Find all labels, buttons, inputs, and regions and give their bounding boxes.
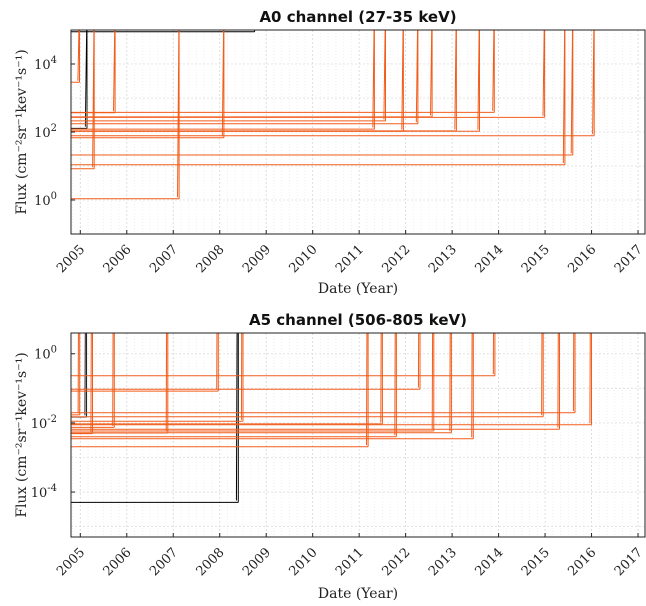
series-outlier-points	[71, 30, 256, 33]
x-tick-label: 2006	[101, 242, 135, 276]
x-tick-label: 2016	[565, 545, 599, 579]
plot-area	[71, 333, 645, 537]
y-tick-label: 100	[34, 345, 57, 363]
x-tick-label: 2006	[101, 545, 135, 579]
event-cluster-orange	[71, 30, 495, 113]
event-cluster-orange	[71, 333, 397, 438]
data-points	[71, 30, 595, 200]
event-cluster-orange	[71, 30, 566, 166]
y-tick-label: 10-2	[31, 414, 57, 432]
event-cluster-orange	[71, 333, 560, 430]
event-cluster-orange	[71, 30, 595, 137]
x-tick-label: 2011	[333, 242, 367, 276]
event-cluster-orange	[71, 30, 480, 132]
event-cluster-orange	[71, 30, 80, 83]
x-tick-label: 2014	[472, 242, 506, 276]
event-cluster-orange	[71, 333, 496, 377]
x-tick-label: 2005	[54, 545, 88, 579]
event-cluster-orange	[71, 333, 474, 440]
event-cluster-orange	[71, 333, 369, 448]
event-cluster-orange	[71, 333, 93, 435]
chart-title: A0 channel (27-35 keV)	[259, 8, 456, 26]
x-tick-label: 2007	[147, 545, 181, 579]
grid-lines	[71, 333, 645, 537]
event-cluster-orange	[71, 30, 546, 118]
y-tick-label: 102	[34, 123, 57, 141]
event-cluster-orange	[71, 30, 574, 156]
x-tick-label: 2012	[379, 545, 413, 579]
y-axis-label: Flux (cm⁻²sr⁻¹kev⁻¹s⁻¹)	[14, 49, 30, 214]
series-outlier-points	[71, 333, 239, 503]
x-tick-label: 2012	[379, 242, 413, 276]
event-cluster-orange	[71, 333, 576, 414]
event-cluster-orange	[71, 333, 383, 425]
event-cluster-orange	[71, 30, 225, 139]
x-tick-label: 2010	[287, 242, 321, 276]
x-tick-label: 2011	[333, 545, 367, 579]
x-tick-label: 2008	[194, 242, 228, 276]
x-tick-label: 2013	[426, 545, 460, 579]
event-cluster-orange	[71, 30, 386, 122]
data-points	[71, 333, 592, 503]
chart-title: A5 channel (506-805 keV)	[249, 311, 467, 329]
x-tick-label: 2008	[194, 545, 228, 579]
x-tick-label: 2015	[519, 545, 553, 579]
event-cluster-orange	[71, 30, 375, 130]
plot-area	[71, 30, 645, 234]
x-tick-label: 2017	[612, 545, 646, 579]
event-cluster-orange	[71, 30, 95, 170]
y-tick-label: 104	[34, 55, 57, 73]
x-axis-label: Date (Year)	[318, 586, 398, 602]
plot-frame	[70, 332, 646, 538]
event-cluster-orange	[71, 333, 452, 434]
x-tick-label: 2005	[54, 242, 88, 276]
event-cluster-orange	[71, 333, 544, 418]
grid-lines	[71, 29, 645, 235]
x-tick-label: 2016	[565, 242, 599, 276]
x-tick-label: 2015	[519, 242, 553, 276]
y-axis-label: Flux (cm⁻²sr⁻¹kev⁻¹s⁻¹)	[14, 352, 30, 517]
event-cluster-orange	[71, 333, 81, 416]
series-black-points	[71, 30, 88, 129]
x-tick-label: 2009	[240, 545, 274, 579]
event-cluster-orange	[71, 333, 421, 390]
event-cluster-orange	[71, 333, 115, 428]
x-tick-label: 2014	[472, 545, 506, 579]
event-cluster-orange	[71, 333, 244, 422]
event-cluster-orange	[71, 30, 419, 125]
y-tick-label: 10-4	[31, 483, 57, 501]
x-tick-label: 2013	[426, 242, 460, 276]
x-tick-label: 2010	[287, 545, 321, 579]
x-tick-label: 2009	[240, 242, 274, 276]
y-tick-label: 100	[34, 191, 57, 209]
x-tick-label: 2017	[612, 242, 646, 276]
chart-a0-channel: 2005 2006 2007 2008 2009 2010 2011 2012 2013 2014…	[14, 8, 646, 297]
event-cluster-orange	[71, 333, 592, 426]
x-axis-label: Date (Year)	[318, 281, 398, 297]
x-tick-label: 2007	[147, 242, 181, 276]
